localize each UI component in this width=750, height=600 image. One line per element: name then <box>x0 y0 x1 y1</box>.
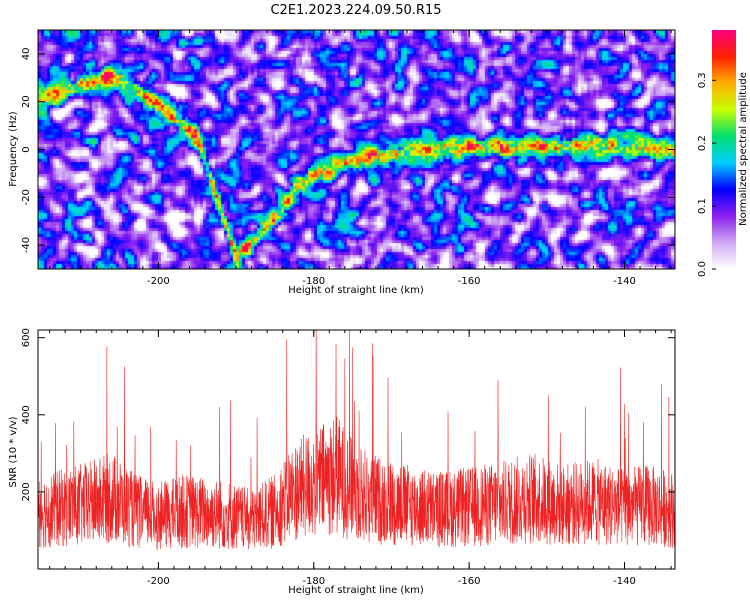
snr-x-tick-label: -140 <box>613 576 636 587</box>
spectrogram-x-tick-label: -140 <box>613 276 636 287</box>
colorbar-tick-label: 0.3 <box>697 72 708 88</box>
snr-frame <box>37 329 676 570</box>
spectrogram-x-tick-label: -200 <box>147 276 170 287</box>
spectrogram-y-tick-label: 0 <box>21 146 32 152</box>
snr-y-tick-label: 200 <box>21 482 32 501</box>
colorbar: 0.0 0.1 0.2 0.3 Normalized spectral amplitu… <box>697 30 749 277</box>
colorbar-gradient <box>712 30 736 269</box>
spectrogram-image <box>38 30 675 269</box>
snr-y-tick-label: 400 <box>21 405 32 424</box>
colorbar-tick-label: 0.0 <box>697 261 708 277</box>
colorbar-tick-label: 0.2 <box>697 135 708 151</box>
spectrogram-plot-area <box>38 30 675 269</box>
snr-y-tick-label: 600 <box>21 328 32 347</box>
colorbar-label: Normalized spectral amplitude <box>738 72 749 226</box>
snr-x-tick-label: -200 <box>147 576 170 587</box>
colorbar-canvas-holder <box>712 30 736 269</box>
spectrogram-y-tick-label: -40 <box>21 237 32 253</box>
spectrogram-y-tick-label: 20 <box>21 95 32 108</box>
spectrogram-x-tick-label: -180 <box>302 276 325 287</box>
snr-axes: -200 -180 -160 -140 200 400 600 <box>21 328 675 587</box>
snr-plot-area <box>38 330 675 551</box>
snr-panel: -200 -180 -160 -140 200 400 600 Height of stra… <box>8 328 676 596</box>
snr-x-tick-label: -160 <box>458 576 481 587</box>
snr-y-axis-label: SNR (10 * v/v) <box>8 416 19 487</box>
colorbar-tick-label: 0.1 <box>697 198 708 214</box>
spectrogram-canvas-holder <box>38 30 675 269</box>
spectrogram-y-tick-label: 40 <box>21 48 32 61</box>
spectrogram-x-tick-label: -160 <box>458 276 481 287</box>
snr-x-axis-label: Height of straight line (km) <box>288 585 424 596</box>
spectrogram-x-axis-label: Height of straight line (km) <box>288 285 424 296</box>
spectrogram-y-tick-label: -20 <box>21 189 32 205</box>
snr-series-line <box>38 330 675 551</box>
spectrogram-y-axis-label: Frequency (Hz) <box>8 111 19 187</box>
snr-x-tick-label: -180 <box>302 576 325 587</box>
figure-title: C2E1.2023.224.09.50.R15 <box>270 3 441 18</box>
colorbar-axis: 0.0 0.1 0.2 0.3 <box>697 72 716 277</box>
